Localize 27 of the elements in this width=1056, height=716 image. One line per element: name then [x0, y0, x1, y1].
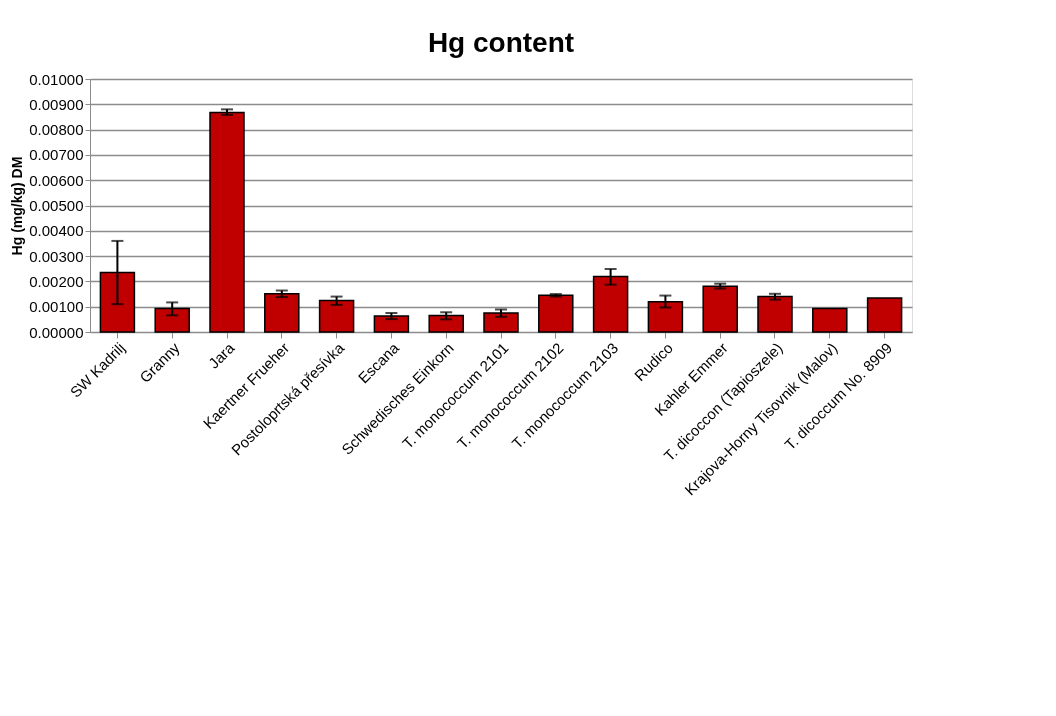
- y-tick-label: 0.00500: [29, 197, 84, 214]
- y-tick-label: 0.00900: [29, 95, 84, 113]
- bar: [154, 307, 190, 333]
- bar: [209, 111, 245, 333]
- bar: [538, 294, 574, 333]
- y-tick-label: 0.00200: [29, 272, 84, 290]
- bar: [483, 312, 519, 333]
- bar: [757, 295, 793, 333]
- bar: [318, 299, 355, 333]
- bar: [866, 297, 903, 333]
- y-tick-label: 0.00400: [29, 222, 84, 240]
- bar: [373, 315, 410, 333]
- bar: [702, 285, 738, 333]
- bar: [647, 300, 684, 333]
- chart-title: Hg content: [427, 27, 575, 58]
- y-tick-label: 0.00600: [29, 171, 84, 189]
- bar: [428, 314, 464, 333]
- y-tick-label: 0.00800: [29, 121, 84, 139]
- y-tick-label: 0.00300: [29, 247, 84, 265]
- y-tick-label: 0.00700: [29, 146, 84, 164]
- y-tick-label: 0.00000: [29, 323, 84, 341]
- bar: [264, 293, 300, 333]
- y-axis-title: Hg (mg/kg) DM: [9, 156, 26, 256]
- bar: [812, 307, 848, 333]
- y-tick-label: 0.01000: [29, 70, 84, 88]
- x-tick-label: Jara: [204, 338, 239, 372]
- y-tick-label: 0.00100: [29, 298, 84, 316]
